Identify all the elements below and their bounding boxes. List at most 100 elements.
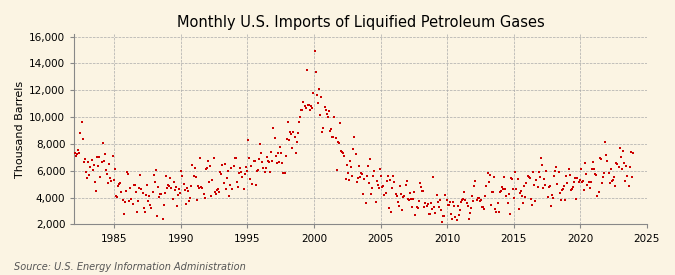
Point bbox=[299, 103, 310, 108]
Point bbox=[580, 161, 591, 165]
Point bbox=[83, 160, 94, 164]
Point bbox=[88, 163, 99, 167]
Point bbox=[510, 169, 520, 174]
Point bbox=[603, 171, 614, 175]
Point bbox=[504, 192, 514, 197]
Point bbox=[138, 206, 149, 210]
Point bbox=[102, 171, 113, 176]
Point bbox=[442, 203, 453, 208]
Point bbox=[540, 183, 551, 187]
Point bbox=[192, 184, 203, 188]
Point bbox=[392, 193, 402, 198]
Point bbox=[542, 195, 553, 199]
Point bbox=[75, 131, 86, 135]
Point bbox=[463, 217, 474, 221]
Point bbox=[216, 172, 227, 176]
Point bbox=[145, 203, 156, 207]
Point bbox=[248, 158, 259, 163]
Point bbox=[161, 186, 172, 190]
Point bbox=[470, 178, 481, 183]
Point bbox=[458, 197, 468, 201]
Point bbox=[292, 140, 302, 144]
Point bbox=[271, 161, 282, 166]
Point bbox=[309, 48, 320, 53]
Point bbox=[612, 162, 623, 166]
Point bbox=[392, 200, 403, 205]
Point bbox=[399, 194, 410, 198]
Point bbox=[570, 176, 580, 180]
Point bbox=[379, 192, 390, 197]
Point bbox=[588, 160, 599, 164]
Point bbox=[315, 112, 325, 117]
Point bbox=[294, 120, 304, 124]
Point bbox=[385, 178, 396, 183]
Point bbox=[144, 194, 155, 199]
Point bbox=[390, 192, 401, 196]
Point bbox=[359, 177, 370, 182]
Point bbox=[373, 183, 383, 188]
Point bbox=[622, 174, 632, 178]
Point bbox=[566, 187, 577, 191]
Point bbox=[394, 204, 404, 208]
Point bbox=[173, 193, 184, 197]
Point bbox=[302, 103, 313, 107]
Point bbox=[280, 154, 291, 158]
Point bbox=[582, 183, 593, 188]
Point bbox=[549, 174, 560, 178]
Point bbox=[545, 204, 556, 208]
Point bbox=[368, 174, 379, 178]
Point bbox=[444, 200, 455, 204]
Point bbox=[361, 174, 372, 178]
Point bbox=[397, 207, 408, 212]
Point bbox=[537, 163, 547, 167]
Point bbox=[358, 192, 369, 196]
Point bbox=[350, 152, 361, 156]
Point bbox=[223, 194, 234, 198]
Point bbox=[106, 178, 117, 183]
Point bbox=[166, 186, 177, 190]
Point bbox=[340, 177, 351, 182]
Point bbox=[238, 187, 249, 191]
Point bbox=[483, 180, 494, 184]
Point bbox=[171, 204, 182, 208]
Point bbox=[310, 70, 321, 75]
Point bbox=[109, 167, 120, 171]
Point bbox=[215, 169, 225, 174]
Point bbox=[223, 169, 234, 174]
Point bbox=[525, 197, 536, 201]
Point bbox=[304, 107, 315, 112]
Point bbox=[616, 155, 626, 159]
Point bbox=[522, 174, 533, 178]
Point bbox=[600, 140, 611, 144]
Point bbox=[335, 149, 346, 154]
Point bbox=[228, 164, 239, 169]
Point bbox=[249, 159, 260, 163]
Point bbox=[206, 194, 217, 198]
Point bbox=[541, 169, 551, 174]
Point bbox=[140, 193, 151, 197]
Point bbox=[288, 130, 299, 134]
Point bbox=[164, 184, 175, 188]
Point bbox=[71, 154, 82, 158]
Point bbox=[300, 106, 311, 111]
Point bbox=[153, 185, 163, 189]
Point bbox=[351, 180, 362, 185]
Point bbox=[279, 171, 290, 175]
Point bbox=[409, 190, 420, 194]
Point bbox=[235, 166, 246, 170]
Point bbox=[492, 201, 503, 205]
Point bbox=[475, 199, 485, 204]
Point bbox=[232, 180, 242, 185]
Point bbox=[535, 156, 546, 160]
Point bbox=[90, 180, 101, 184]
Point bbox=[142, 183, 153, 187]
Point bbox=[381, 178, 392, 183]
Point bbox=[544, 184, 555, 189]
Point bbox=[478, 205, 489, 210]
Point bbox=[148, 173, 159, 177]
Point bbox=[493, 210, 504, 214]
Point bbox=[335, 120, 346, 125]
Point bbox=[606, 178, 617, 183]
Point bbox=[407, 205, 418, 210]
Point bbox=[180, 188, 190, 193]
